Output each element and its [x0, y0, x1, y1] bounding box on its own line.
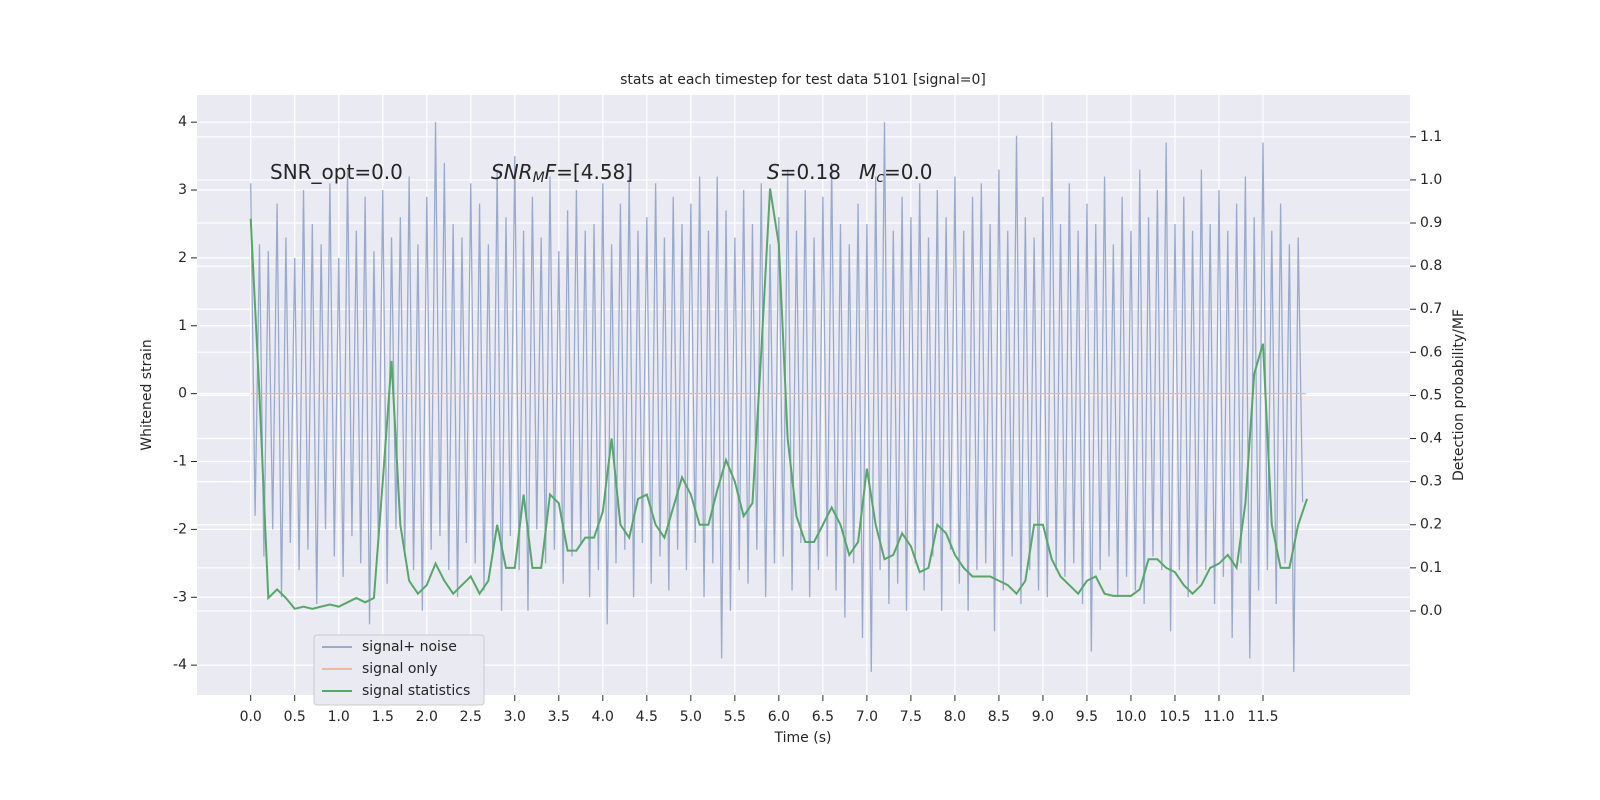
- x-tick-label: 5.5: [724, 709, 746, 725]
- x-tick-label: 11.0: [1203, 709, 1234, 725]
- y-tick-label: -2: [173, 521, 187, 537]
- x-tick-label: 1.0: [328, 709, 350, 725]
- x-tick-label: 0.0: [240, 709, 262, 725]
- annotation: SNRMF=[4.58]: [491, 160, 633, 187]
- series-line: [249, 188, 1308, 610]
- y2-tick-label: 0.9: [1420, 215, 1442, 231]
- x-tick-label: 4.5: [636, 709, 658, 725]
- annotation-part: M: [859, 160, 876, 184]
- y-tick-label: -1: [173, 454, 187, 470]
- x-tick-label: 7.5: [900, 709, 922, 725]
- annotation-part: c: [876, 170, 884, 186]
- y2-tick-label: 0.3: [1420, 474, 1442, 490]
- legend-label: signal statistics: [362, 683, 470, 699]
- x-tick-label: 5.0: [680, 709, 702, 725]
- y2-axis-label: Detection probability/MF: [1451, 309, 1467, 481]
- annotation-part: M: [533, 170, 545, 186]
- legend-label: signal only: [362, 661, 437, 677]
- x-tick-label: 11.5: [1247, 709, 1278, 725]
- annotation-part: F: [545, 160, 557, 184]
- y-tick-label: 2: [178, 250, 187, 266]
- y-tick-label: -4: [173, 657, 187, 673]
- y-tick-label: 3: [178, 182, 187, 198]
- x-tick-label: 10.5: [1159, 709, 1190, 725]
- x-tick-label: 3.5: [548, 709, 570, 725]
- x-tick-label: 6.0: [768, 709, 790, 725]
- y2-tick-label: 0.8: [1420, 258, 1442, 274]
- x-tick-label: 9.5: [1076, 709, 1098, 725]
- annotation-part: SNR: [491, 160, 533, 184]
- y2-tick-label: 0.4: [1420, 431, 1442, 447]
- x-tick-label: 1.5: [372, 709, 394, 725]
- y-tick-label: 4: [178, 114, 187, 130]
- y-axis-label: Whitened strain: [139, 339, 155, 450]
- annotation: SNR_opt=0.0: [270, 160, 403, 184]
- y2-tick-label: 0.6: [1420, 344, 1442, 360]
- legend-box: [313, 634, 485, 706]
- y-tick-label: 0: [178, 386, 187, 402]
- x-tick-label: 2.5: [460, 709, 482, 725]
- x-tick-label: 10.0: [1115, 709, 1146, 725]
- y-tick-label: -3: [173, 589, 187, 605]
- y2-tick-label: 1.1: [1420, 129, 1442, 145]
- y-tick-label: 1: [178, 318, 187, 334]
- x-tick-label: 4.0: [592, 709, 614, 725]
- x-tick-label: 2.0: [416, 709, 438, 725]
- legend-label: signal+ noise: [362, 639, 457, 655]
- annotation-part: SNR_opt=0.0: [270, 160, 403, 184]
- x-axis-label: Time (s): [774, 730, 832, 746]
- x-tick-label: 8.0: [944, 709, 966, 725]
- y2-tick-label: 0.0: [1420, 603, 1442, 619]
- y2-tick-label: 0.5: [1420, 387, 1442, 403]
- y2-tick-label: 0.1: [1420, 560, 1442, 576]
- series-line: [250, 122, 1304, 672]
- x-tick-label: 7.0: [856, 709, 878, 725]
- annotation-part: =0.0: [884, 160, 933, 184]
- y2-tick-label: 0.2: [1420, 517, 1442, 533]
- annotation-part: =0.18: [780, 160, 841, 184]
- y2-tick-label: 0.7: [1420, 301, 1442, 317]
- annotation: S=0.18 Mc=0.0: [767, 160, 933, 187]
- chart-title: stats at each timestep for test data 510…: [620, 72, 986, 88]
- x-tick-label: 6.5: [812, 709, 834, 725]
- x-tick-label: 0.5: [284, 709, 306, 725]
- y2-tick-label: 1.0: [1420, 172, 1442, 188]
- x-tick-label: 8.5: [988, 709, 1010, 725]
- x-tick-label: 9.0: [1032, 709, 1054, 725]
- x-tick-label: 3.0: [504, 709, 526, 725]
- annotation-part: S: [767, 160, 780, 184]
- annotation-part: =[4.58]: [556, 160, 633, 184]
